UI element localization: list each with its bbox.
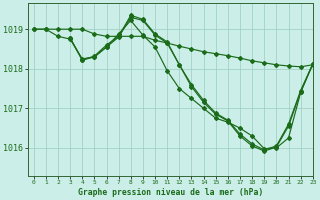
X-axis label: Graphe pression niveau de la mer (hPa): Graphe pression niveau de la mer (hPa) bbox=[77, 188, 263, 197]
